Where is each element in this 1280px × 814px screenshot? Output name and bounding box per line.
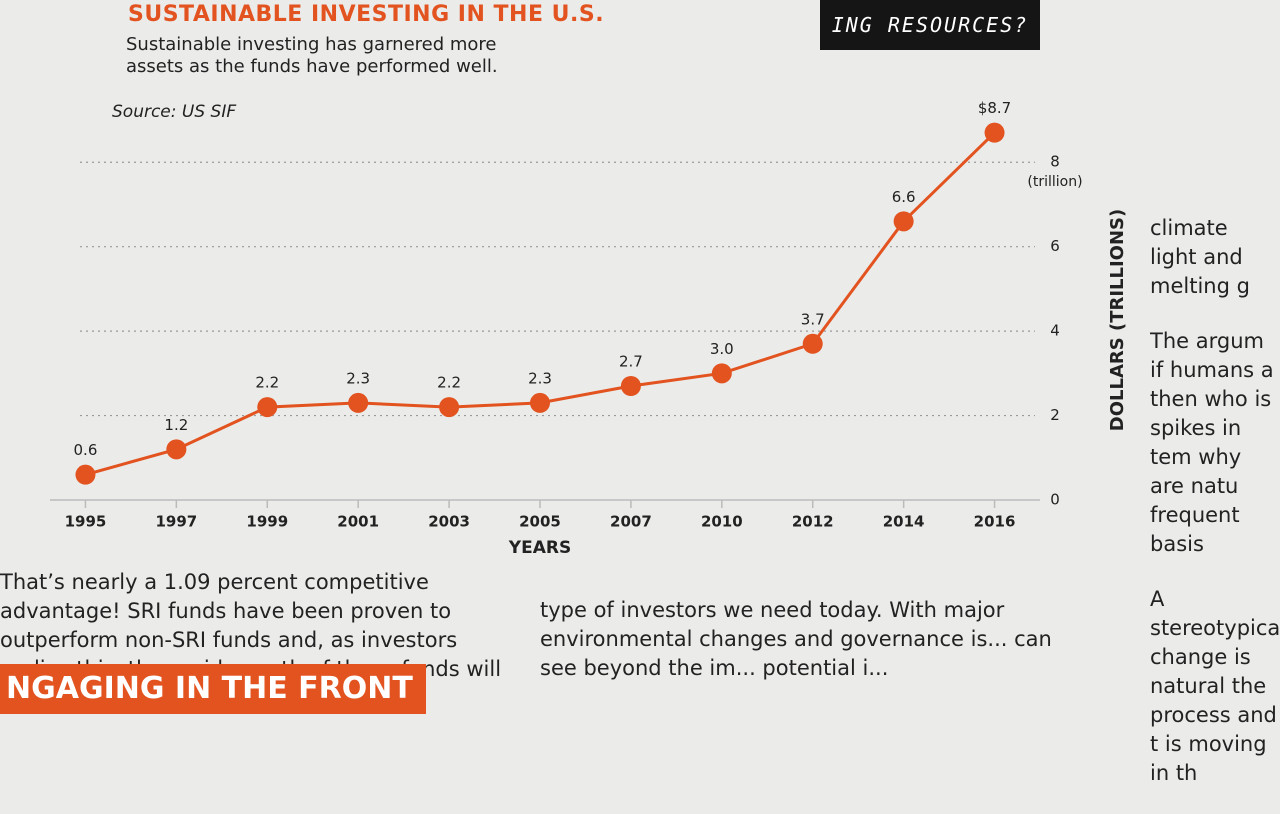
data-point — [257, 397, 278, 418]
data-line — [85, 131, 996, 477]
data-point — [802, 333, 823, 354]
paragraph: A stereotypica change is natural the pro… — [1150, 587, 1280, 785]
x-tick-label: 2003 — [428, 513, 470, 531]
y-axis-label: DOLLARS (TRILLIONS) — [1107, 209, 1128, 431]
data-point — [75, 464, 96, 485]
data-point — [439, 397, 460, 418]
y-tick-label: 0 — [1050, 491, 1060, 509]
paragraph: type of investors we need today. With ma… — [540, 598, 1052, 680]
chart-subtitle: Sustainable investing has garnered more … — [126, 34, 498, 77]
chart-source: Source: US SIF — [112, 102, 237, 122]
data-label: 3.7 — [801, 310, 825, 328]
y-tick-label: 2 — [1050, 406, 1060, 424]
data-point — [530, 392, 550, 413]
data-point — [620, 376, 641, 396]
data-label: $8.7 — [978, 99, 1011, 117]
y-tick-label: 4 — [1050, 322, 1060, 340]
x-tick-label: 2001 — [337, 513, 379, 531]
y-tick-label: 6 — [1050, 237, 1060, 255]
unit-annotation: (trillion) — [1027, 174, 1082, 190]
data-label: 1.2 — [164, 416, 188, 434]
x-tick-label: 2016 — [974, 513, 1016, 531]
data-point — [893, 211, 914, 232]
data-label: 0.6 — [74, 441, 98, 459]
data-label: 2.7 — [619, 353, 643, 371]
page: {"chart_data": {"type": "line", "title":… — [0, 0, 1280, 785]
x-axis-label: YEARS — [508, 538, 571, 558]
data-point — [348, 392, 369, 413]
data-point — [711, 363, 732, 384]
data-point — [166, 439, 187, 460]
y-tick-label: 8 — [1050, 153, 1060, 171]
data-label: 2.2 — [255, 374, 279, 392]
header-tab: ING RESOURCES? — [820, 0, 1040, 50]
right-column: climate light and melting g The argum if… — [1150, 214, 1280, 814]
x-tick-label: 1997 — [155, 513, 197, 531]
x-tick-label: 2005 — [519, 513, 561, 531]
chart-title: SUSTAINABLE INVESTING IN THE U.S. — [128, 2, 605, 27]
paragraph: climate light and melting g — [1150, 216, 1250, 298]
chart: YEARS DOLLARS (TRILLIONS) 0 2 4 6 8 (trillion… — [50, 99, 1128, 558]
data-label: 2.2 — [437, 374, 461, 392]
x-tick-label: 2010 — [701, 513, 743, 531]
x-tick-label: 2007 — [610, 513, 652, 531]
x-tick-label: 1999 — [246, 513, 288, 531]
x-tick-label: 2012 — [792, 513, 834, 531]
data-label: 2.3 — [528, 369, 552, 387]
data-point — [984, 122, 1005, 143]
data-label: 2.3 — [346, 369, 370, 387]
x-tick-label: 2014 — [883, 513, 925, 531]
x-tick-label: 1995 — [65, 513, 107, 531]
section-heading: NGAGING IN THE FRONT LINE — [0, 664, 426, 714]
data-label: 3.0 — [710, 340, 734, 358]
data-label: 6.6 — [892, 188, 916, 206]
paragraph: The argum if humans a then who is spikes… — [1150, 329, 1274, 556]
middle-column: type of investors we need today. With ma… — [540, 596, 1080, 709]
